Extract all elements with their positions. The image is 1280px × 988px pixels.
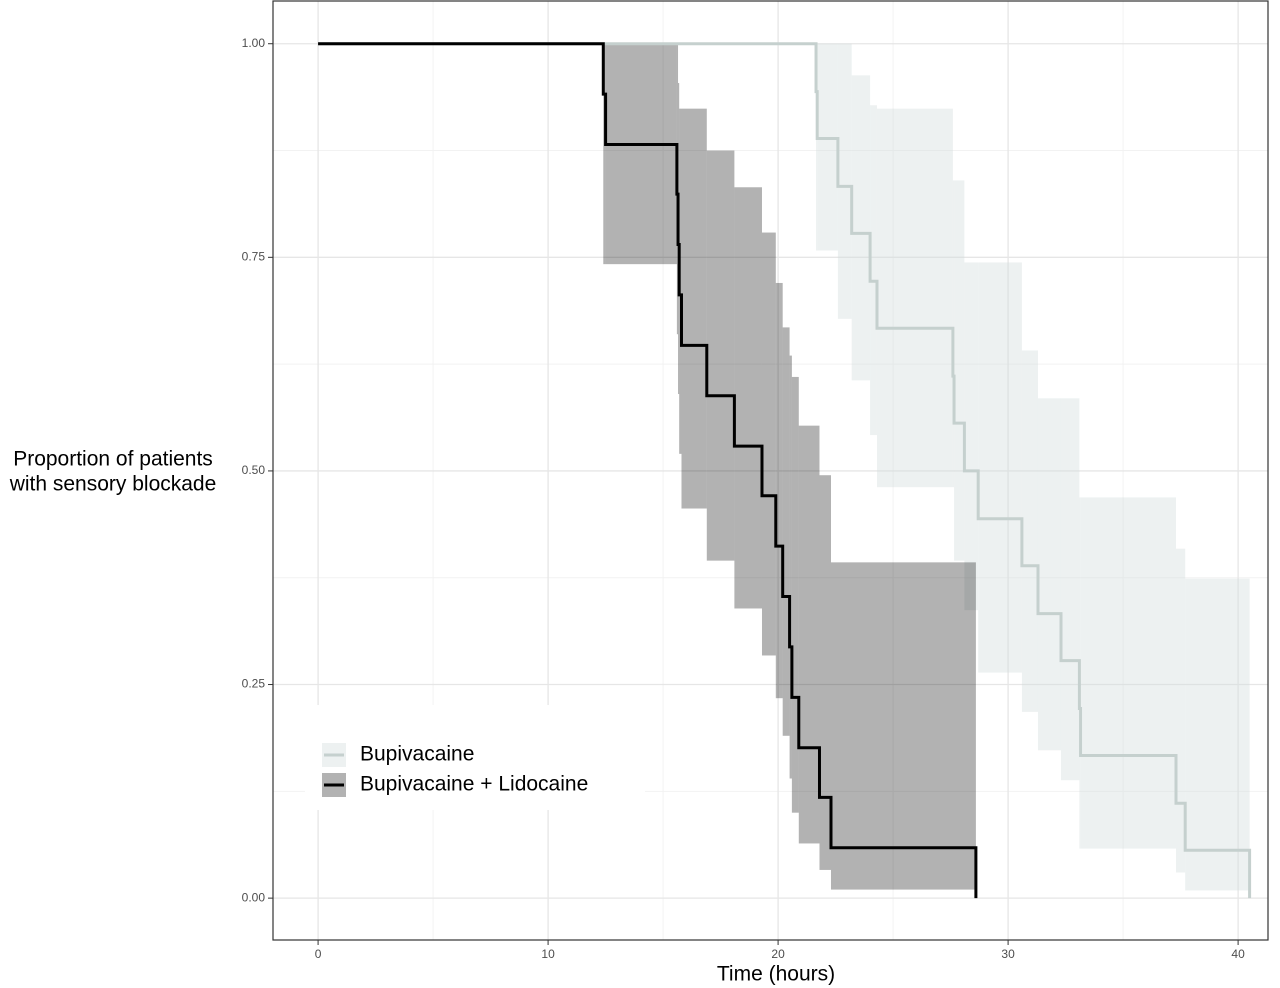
x-axis-title: Time (hours)	[717, 963, 835, 986]
y-axis-title: with sensory blockade	[9, 473, 217, 496]
confidence-band	[1175, 548, 1186, 873]
confidence-band	[791, 376, 799, 813]
x-tick-label: 20	[771, 947, 785, 961]
y-tick-label: 0.25	[242, 677, 266, 691]
y-axis-title: Proportion of patients	[13, 448, 213, 471]
confidence-band	[1080, 497, 1176, 849]
confidence-band	[706, 150, 735, 561]
confidence-band	[1037, 398, 1061, 751]
confidence-band	[605, 43, 677, 265]
confidence-band	[789, 355, 792, 779]
confidence-band	[782, 327, 790, 736]
confidence-band	[830, 562, 976, 890]
x-tick-label: 40	[1231, 947, 1245, 961]
confidence-band	[819, 475, 831, 870]
bands	[603, 43, 1250, 891]
confidence-band	[816, 43, 818, 251]
confidence-band	[978, 262, 1022, 673]
confidence-band	[954, 180, 965, 561]
confidence-band	[798, 425, 820, 844]
confidence-band	[837, 43, 852, 319]
legend: Bupivacaine Bupivacaine + Lidocaine	[305, 705, 645, 810]
confidence-band	[851, 75, 871, 381]
confidence-band	[1060, 398, 1080, 781]
confidence-band	[817, 43, 838, 251]
confidence-band	[964, 262, 979, 611]
y-tick-label: 0.00	[242, 890, 266, 904]
confidence-band	[734, 187, 762, 609]
confidence-band	[870, 105, 877, 436]
survival-line	[318, 42, 1252, 899]
lines	[318, 42, 1252, 899]
y-tick-label: 0.75	[242, 249, 266, 263]
survival-line	[318, 42, 978, 899]
confidence-band	[761, 232, 776, 656]
legend-label: Bupivacaine	[360, 743, 474, 766]
legend-label: Bupivacaine + Lidocaine	[360, 773, 588, 796]
confidence-band	[775, 282, 783, 699]
y-tick-label: 1.00	[242, 36, 266, 50]
confidence-band	[681, 108, 707, 509]
confidence-band	[876, 108, 953, 488]
ticks: 0 10 20 30 40 0.00 0.25 0.50 0.75 1.00	[242, 36, 1245, 961]
x-tick-label: 30	[1001, 947, 1015, 961]
x-tick-label: 0	[315, 947, 322, 961]
confidence-band	[1185, 578, 1250, 891]
y-tick-label: 0.50	[242, 463, 266, 477]
confidence-band	[1021, 350, 1038, 712]
confidence-band	[603, 43, 606, 265]
legend-background	[305, 705, 645, 810]
x-tick-label: 10	[541, 947, 555, 961]
